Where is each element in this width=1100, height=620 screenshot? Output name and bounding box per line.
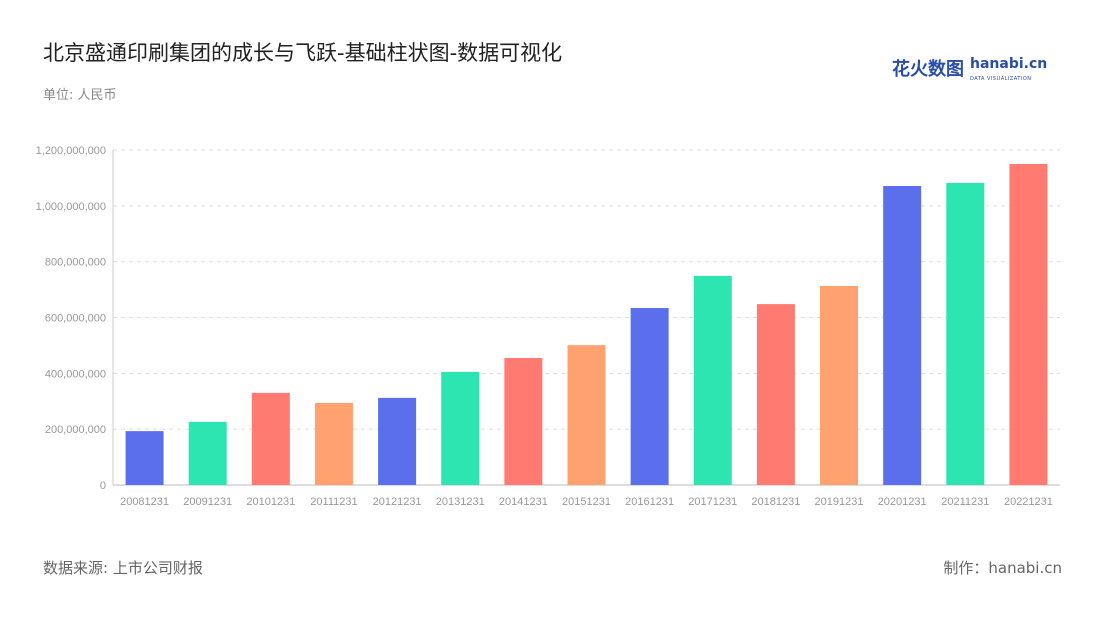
x-tick-label: 20201231 — [878, 496, 927, 508]
bar — [378, 397, 417, 485]
bar — [441, 371, 480, 485]
logo-en: hanabi.cn — [970, 56, 1048, 72]
x-tick-label: 20211231 — [941, 496, 989, 508]
x-tick-label: 20141231 — [499, 496, 548, 508]
data-source: 数据来源: 上市公司财报 — [43, 559, 203, 577]
bar — [820, 285, 859, 485]
x-tick-label: 20181231 — [751, 496, 800, 508]
maker-credit: 制作：hanabi.cn — [943, 559, 1062, 577]
bar — [188, 421, 227, 485]
bar — [567, 345, 606, 485]
x-tick-label: 20091231 — [183, 496, 232, 508]
y-tick-label: 800,000,000 — [45, 257, 106, 269]
x-tick-label: 20191231 — [815, 496, 864, 508]
x-tick-label: 20121231 — [373, 496, 422, 508]
y-tick-label: 0 — [100, 480, 106, 492]
x-tick-label: 20101231 — [246, 496, 295, 508]
y-tick-label: 400,000,000 — [45, 368, 106, 380]
x-tick-label: 20171231 — [688, 496, 737, 508]
y-tick-label: 200,000,000 — [45, 424, 106, 436]
bar — [693, 275, 732, 485]
y-tick-label: 1,000,000,000 — [36, 201, 106, 213]
bar — [1009, 163, 1048, 486]
bar — [756, 304, 795, 485]
x-tick-label: 20081231 — [120, 496, 169, 508]
unit-label: 单位: 人民币 — [43, 88, 117, 103]
x-tick-label: 20131231 — [436, 496, 485, 508]
logo-cn: 花火数图 — [892, 58, 964, 80]
hanabi-logo: 花火数图 hanabi.cn DATA VISUALIZATION — [892, 56, 1047, 83]
bar — [883, 186, 922, 485]
x-tick-label: 20151231 — [562, 496, 611, 508]
logo-en-block: hanabi.cn DATA VISUALIZATION — [970, 56, 1047, 83]
logo-sub: DATA VISUALIZATION — [970, 76, 1032, 82]
bar — [504, 357, 543, 485]
bar — [314, 402, 353, 485]
bar — [251, 392, 290, 485]
x-tick-label: 20161231 — [625, 496, 674, 508]
y-tick-label: 600,000,000 — [45, 313, 106, 325]
x-tick-label: 20221231 — [1004, 496, 1053, 508]
bar — [630, 308, 669, 485]
bar — [125, 431, 164, 485]
bar — [946, 182, 985, 486]
chart-title: 北京盛通印刷集团的成长与飞跃-基础柱状图-数据可视化 — [43, 41, 563, 65]
x-tick-label: 20111231 — [310, 496, 357, 508]
y-tick-label: 1,200,000,000 — [36, 145, 106, 157]
